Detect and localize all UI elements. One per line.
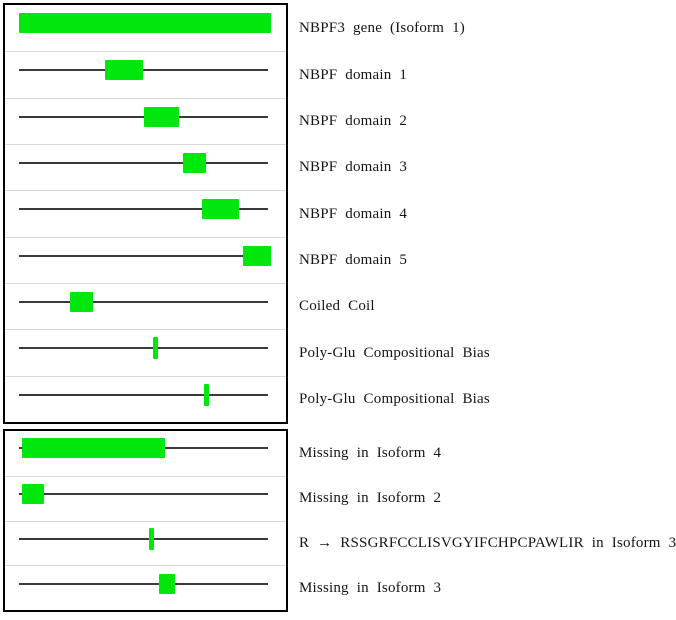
feature-marker-box: [70, 292, 93, 313]
feature-row: [5, 144, 286, 190]
feature-label: Coiled Coil: [299, 298, 375, 315]
feature-group-box: [3, 429, 288, 612]
feature-marker-bar: [19, 13, 271, 34]
feature-row: [5, 236, 286, 283]
feature-row: [5, 5, 286, 51]
feature-label: NBPF3 gene (Isoform 1): [299, 20, 465, 37]
sequence-track-line: [19, 582, 268, 585]
sequence-track-line: [19, 493, 268, 496]
feature-row: [5, 329, 286, 375]
feature-row: [5, 375, 286, 422]
feature-label: Missing in Isoform 4: [299, 445, 442, 462]
feature-row: [5, 520, 286, 566]
feature-row: [5, 565, 286, 610]
feature-marker-tick: [204, 383, 209, 406]
feature-marker-tick: [153, 337, 158, 360]
feature-group-box: [3, 3, 288, 424]
feature-label: NBPF domain 4: [299, 205, 408, 222]
sequence-track-line: [19, 393, 268, 396]
sequence-track-line: [19, 115, 268, 118]
feature-row: [5, 97, 286, 144]
feature-row: [5, 51, 286, 97]
feature-row: [5, 431, 286, 476]
feature-label: Poly-Glu Compositional Bias: [299, 344, 490, 361]
feature-label: Missing in Isoform 2: [299, 490, 442, 507]
feature-label: Missing in Isoform 3: [299, 579, 442, 596]
feature-marker-box: [105, 60, 143, 81]
feature-marker-box: [144, 106, 179, 127]
feature-label: NBPF domain 1: [299, 66, 408, 83]
sequence-track-line: [19, 208, 268, 211]
sequence-track-line: [19, 69, 268, 72]
feature-label: NBPF domain 3: [299, 159, 408, 176]
sequence-track-line: [19, 347, 268, 350]
feature-marker-box: [22, 484, 44, 505]
feature-label: Poly-Glu Compositional Bias: [299, 390, 490, 407]
feature-marker-box: [159, 573, 175, 594]
feature-row: [5, 283, 286, 329]
feature-label: R → RSSGRFCCLISVGYIFCHPCPAWLIR in Isofor…: [299, 534, 676, 551]
feature-row: [5, 190, 286, 236]
feature-label: NBPF domain 2: [299, 112, 408, 129]
sequence-track-line: [19, 254, 268, 257]
feature-marker-bar: [22, 438, 165, 459]
feature-marker-box: [243, 245, 271, 266]
sequence-track-line: [19, 537, 268, 540]
feature-marker-box: [183, 153, 206, 174]
feature-marker-box: [202, 199, 239, 220]
feature-row: [5, 475, 286, 521]
feature-label: NBPF domain 5: [299, 251, 408, 268]
sequence-track-line: [19, 301, 268, 304]
feature-marker-tick: [149, 527, 154, 550]
sequence-track-line: [19, 162, 268, 165]
